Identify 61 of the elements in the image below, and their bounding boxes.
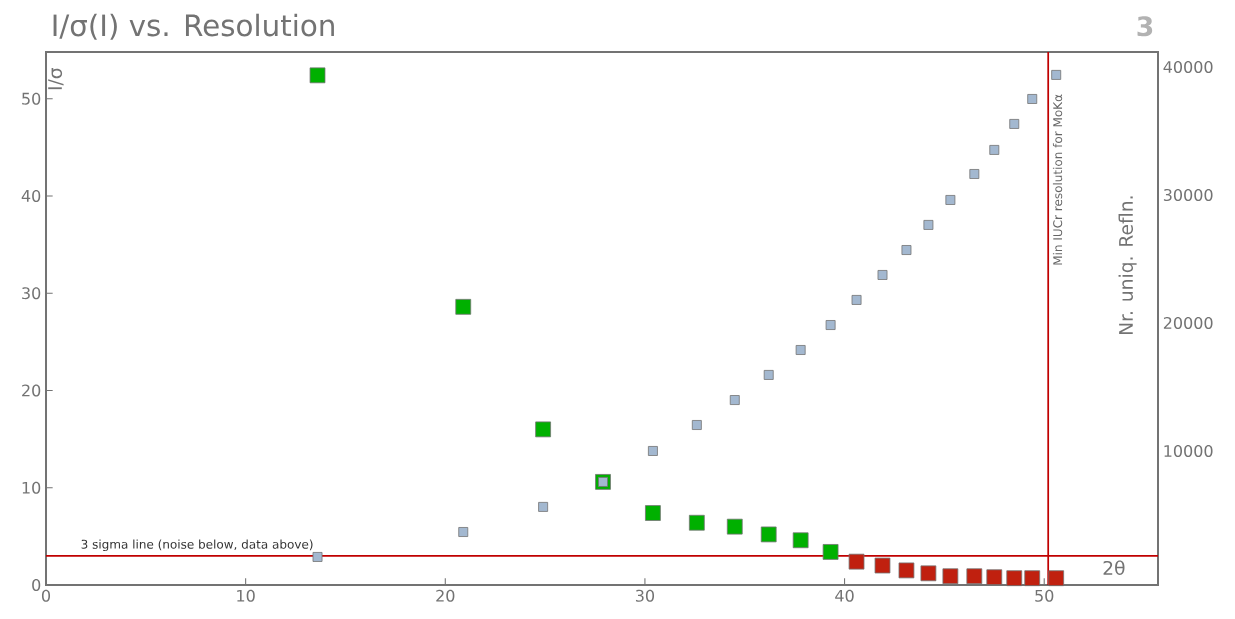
point bbox=[795, 345, 806, 355]
point bbox=[688, 514, 705, 531]
y2-tick-label: 40000 bbox=[1163, 60, 1213, 74]
y-tick-label: 40 bbox=[21, 189, 41, 202]
point bbox=[763, 370, 774, 380]
y2-tick-label: 10000 bbox=[1164, 444, 1213, 458]
point bbox=[923, 220, 934, 230]
point bbox=[901, 245, 912, 255]
point bbox=[825, 320, 836, 330]
point bbox=[920, 565, 937, 582]
ref-line-label: Min IUCr resolution for MoKα bbox=[1052, 94, 1063, 265]
point bbox=[647, 446, 658, 456]
point bbox=[969, 169, 980, 179]
point bbox=[1051, 69, 1062, 80]
ref-line-label: 3 sigma line (noise below, data above) bbox=[81, 539, 313, 552]
y2-tick-label: 20000 bbox=[1163, 316, 1213, 330]
point bbox=[986, 569, 1003, 586]
y-tick-label: 50 bbox=[22, 92, 41, 105]
point bbox=[1009, 119, 1020, 129]
y-tick-label: 0 bbox=[32, 578, 41, 592]
point bbox=[1024, 570, 1041, 587]
y2-axis-title: Nr. uniq. Refln. bbox=[1118, 196, 1137, 335]
point bbox=[945, 195, 956, 205]
point bbox=[729, 395, 740, 405]
point bbox=[989, 144, 1000, 155]
chart-title: I/σ(I) vs. Resolution bbox=[53, 13, 334, 40]
point bbox=[760, 526, 777, 543]
point bbox=[942, 568, 959, 585]
point bbox=[848, 553, 865, 570]
point bbox=[822, 544, 839, 560]
y-axis-title: I/σ bbox=[48, 67, 64, 90]
point bbox=[877, 270, 888, 280]
y-tick-label: 30 bbox=[22, 287, 41, 300]
point bbox=[455, 298, 472, 315]
y-tick-label: 20 bbox=[22, 384, 41, 397]
point bbox=[966, 568, 983, 585]
point bbox=[645, 505, 661, 521]
text: 3 bbox=[1137, 16, 1153, 37]
point bbox=[312, 552, 323, 562]
point bbox=[309, 67, 326, 84]
point bbox=[1006, 570, 1023, 587]
point bbox=[792, 532, 809, 549]
point bbox=[874, 557, 891, 574]
x-tick-label: 10 bbox=[237, 589, 255, 602]
point bbox=[851, 295, 862, 305]
x-tick-label: 0 bbox=[41, 589, 51, 602]
x-tick-label: 20 bbox=[436, 589, 455, 602]
point bbox=[1027, 94, 1038, 104]
point bbox=[458, 527, 469, 537]
x-tick-label: 40 bbox=[835, 589, 854, 602]
y-tick-label: 10 bbox=[22, 481, 41, 494]
point bbox=[538, 501, 549, 512]
point bbox=[898, 562, 915, 579]
x-axis-title: 2θ bbox=[1103, 560, 1125, 575]
y2-tick-label: 30000 bbox=[1163, 188, 1213, 202]
x-tick-label: 30 bbox=[635, 589, 655, 602]
x-tick-label: 50 bbox=[1035, 589, 1054, 602]
point bbox=[691, 420, 702, 430]
point bbox=[1048, 570, 1065, 587]
point bbox=[535, 421, 551, 438]
point bbox=[726, 518, 743, 535]
